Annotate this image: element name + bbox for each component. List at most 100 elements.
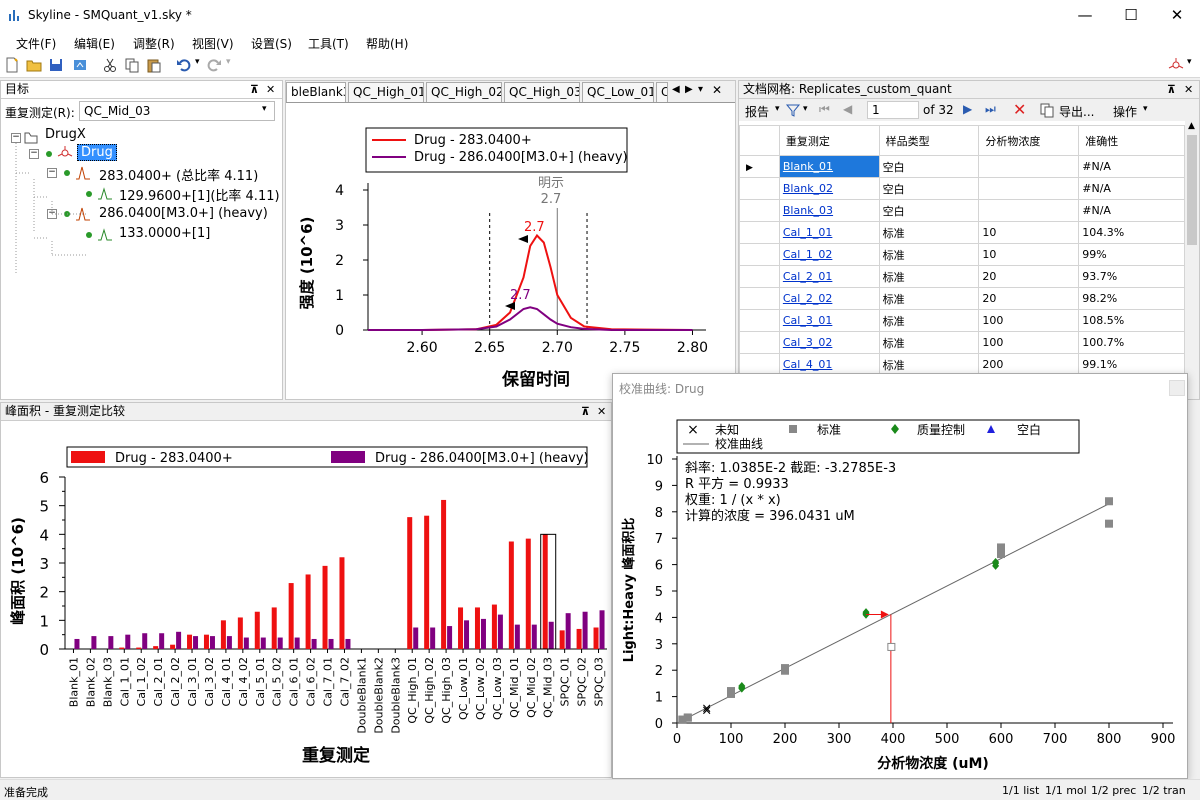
menu-view[interactable]: 视图(V) bbox=[192, 37, 234, 51]
peak-bar-light[interactable] bbox=[491, 604, 497, 649]
filter-dropdown-icon[interactable]: ▾ bbox=[803, 104, 808, 114]
redo-icon[interactable] bbox=[206, 57, 222, 73]
cell-sample-type[interactable]: 标准 bbox=[878, 309, 980, 332]
tree-collapse-toggle[interactable]: − bbox=[11, 132, 21, 143]
tab-scroll-right-icon[interactable]: ▶ bbox=[685, 84, 693, 95]
menu-refine[interactable]: 调整(R) bbox=[133, 37, 175, 51]
report-button[interactable]: 报告 bbox=[745, 105, 770, 119]
peak-bar-heavy[interactable] bbox=[176, 631, 182, 649]
peak-bar-light[interactable] bbox=[559, 630, 565, 649]
tab-scroll-left-icon[interactable]: ◀ bbox=[672, 84, 680, 95]
peak-bar-heavy[interactable] bbox=[480, 618, 486, 649]
calibration-close-button[interactable] bbox=[1169, 380, 1185, 396]
tree-collapse-toggle[interactable]: − bbox=[47, 167, 57, 178]
pin-icon[interactable]: ⊼ bbox=[581, 405, 590, 418]
peak-bar-light[interactable] bbox=[525, 538, 531, 649]
first-page-icon[interactable]: ⏮ bbox=[819, 102, 830, 116]
cell-accuracy[interactable]: #N/A bbox=[1078, 199, 1185, 222]
cell-concentration[interactable] bbox=[978, 199, 1080, 222]
peak-bar-heavy[interactable] bbox=[430, 627, 436, 650]
redo-dropdown-icon[interactable]: ▾ bbox=[226, 57, 231, 67]
menu-file[interactable]: 文件(F) bbox=[16, 37, 57, 51]
peak-bar-light[interactable] bbox=[474, 607, 480, 649]
peak-bar-heavy[interactable] bbox=[193, 636, 199, 649]
peak-bar-light[interactable] bbox=[237, 617, 243, 649]
peak-bar-heavy[interactable] bbox=[497, 614, 503, 649]
close-button[interactable]: ✕ bbox=[1170, 6, 1184, 24]
peak-category-label[interactable]: SPQC_03 bbox=[593, 657, 606, 706]
cell-concentration[interactable]: 100 bbox=[978, 309, 1080, 332]
cell-sample-type[interactable]: 标准 bbox=[878, 265, 980, 288]
standard-point[interactable] bbox=[781, 664, 789, 673]
cell-accuracy[interactable]: 108.5% bbox=[1078, 309, 1185, 332]
molecule-icon[interactable] bbox=[1168, 57, 1184, 73]
report-dropdown-icon[interactable]: ▾ bbox=[775, 104, 780, 114]
peak-bar-heavy[interactable] bbox=[142, 633, 148, 649]
table-row[interactable]: Cal_2_02 标准 20 98.2% bbox=[739, 287, 1185, 310]
row-header[interactable] bbox=[739, 177, 780, 200]
standard-point[interactable] bbox=[727, 687, 735, 696]
actions-dropdown-icon[interactable]: ▾ bbox=[1143, 104, 1148, 114]
table-row[interactable]: Cal_1_01 标准 10 104.3% bbox=[739, 221, 1185, 244]
peak-bar-heavy[interactable] bbox=[243, 637, 249, 649]
peak-bar-heavy[interactable] bbox=[74, 638, 80, 649]
peak-bar-light[interactable] bbox=[322, 565, 328, 649]
peak-bar-heavy[interactable] bbox=[531, 624, 537, 649]
scroll-up-icon[interactable]: ▲ bbox=[1188, 121, 1195, 131]
peak-category-label[interactable]: QC_Low_02 bbox=[474, 657, 487, 720]
close-panel-icon[interactable]: ✕ bbox=[266, 83, 276, 96]
cell-concentration[interactable] bbox=[978, 177, 1080, 200]
tab-list-icon[interactable]: ▾ bbox=[698, 84, 704, 95]
table-row[interactable]: Blank_03 空白 #N/A bbox=[739, 199, 1185, 222]
cell-sample-type[interactable]: 标准 bbox=[878, 287, 980, 310]
prev-page-icon[interactable]: ◀ bbox=[843, 102, 853, 116]
peak-bar-light[interactable] bbox=[187, 634, 193, 649]
open-folder-icon[interactable] bbox=[26, 57, 42, 73]
cell-replicate-text[interactable]: Cal_2_01 bbox=[782, 270, 833, 283]
cell-sample-type[interactable]: 空白 bbox=[878, 177, 980, 200]
publish-icon[interactable] bbox=[72, 57, 88, 73]
peak-bar-light[interactable] bbox=[458, 607, 464, 649]
column-header-replicate[interactable]: 重复测定 bbox=[778, 125, 880, 156]
peak-bar-heavy[interactable] bbox=[328, 638, 334, 649]
peak-category-label[interactable]: QC_Low_03 bbox=[491, 657, 504, 720]
tab-chrom-1[interactable]: QC_High_01 bbox=[348, 82, 424, 102]
table-row[interactable]: Cal_1_02 标准 10 99% bbox=[739, 243, 1185, 266]
peak-bar-light[interactable] bbox=[288, 583, 294, 649]
cell-replicate[interactable]: Blank_01 bbox=[778, 155, 880, 178]
peak-bar-light[interactable] bbox=[271, 607, 277, 649]
cell-accuracy[interactable]: 93.7% bbox=[1078, 265, 1185, 288]
row-header[interactable]: ▶ bbox=[739, 155, 780, 178]
cell-replicate-text[interactable]: Blank_03 bbox=[782, 204, 834, 217]
row-header[interactable] bbox=[739, 199, 780, 222]
qc-point[interactable] bbox=[738, 683, 746, 692]
peak-category-label[interactable]: QC_Mid_03 bbox=[542, 657, 555, 718]
standard-point[interactable] bbox=[683, 713, 692, 722]
column-header-concentration[interactable]: 分析物浓度 bbox=[978, 125, 1080, 156]
tree-collapse-toggle[interactable]: − bbox=[29, 148, 39, 159]
tab-chrom-2[interactable]: QC_High_02 bbox=[426, 82, 502, 102]
peak-category-label[interactable]: SPQC_02 bbox=[576, 657, 589, 706]
cell-concentration[interactable]: 20 bbox=[978, 287, 1080, 310]
peak-bar-light[interactable] bbox=[119, 647, 125, 649]
peak-bar-light[interactable] bbox=[305, 574, 311, 649]
tree-item-precursor-heavy[interactable]: 286.0400[M3.0+] (heavy) bbox=[99, 206, 268, 221]
peak-category-label[interactable]: Cal_6_01 bbox=[288, 657, 301, 706]
peak-category-label[interactable]: Cal_4_02 bbox=[237, 657, 250, 706]
maximize-button[interactable]: ☐ bbox=[1124, 6, 1138, 24]
cell-concentration[interactable]: 200 bbox=[978, 353, 1080, 376]
peak-bar-light[interactable] bbox=[339, 557, 345, 649]
row-header[interactable] bbox=[739, 309, 780, 332]
computed-point[interactable] bbox=[887, 642, 896, 651]
peak-category-label[interactable]: Cal_1_01 bbox=[118, 657, 131, 706]
cell-accuracy[interactable]: 104.3% bbox=[1078, 221, 1185, 244]
cell-accuracy[interactable]: #N/A bbox=[1078, 155, 1185, 178]
new-file-icon[interactable] bbox=[4, 57, 20, 73]
peak-category-label[interactable]: SPQC_01 bbox=[559, 657, 572, 706]
chrom-trace-light[interactable] bbox=[368, 233, 693, 331]
peak-bar-light[interactable] bbox=[576, 628, 582, 649]
peak-bar-heavy[interactable] bbox=[159, 633, 165, 649]
cell-replicate-text[interactable]: Cal_3_02 bbox=[782, 336, 833, 349]
peak-category-label[interactable]: Cal_1_02 bbox=[135, 657, 148, 706]
cell-sample-type[interactable]: 标准 bbox=[878, 331, 980, 354]
